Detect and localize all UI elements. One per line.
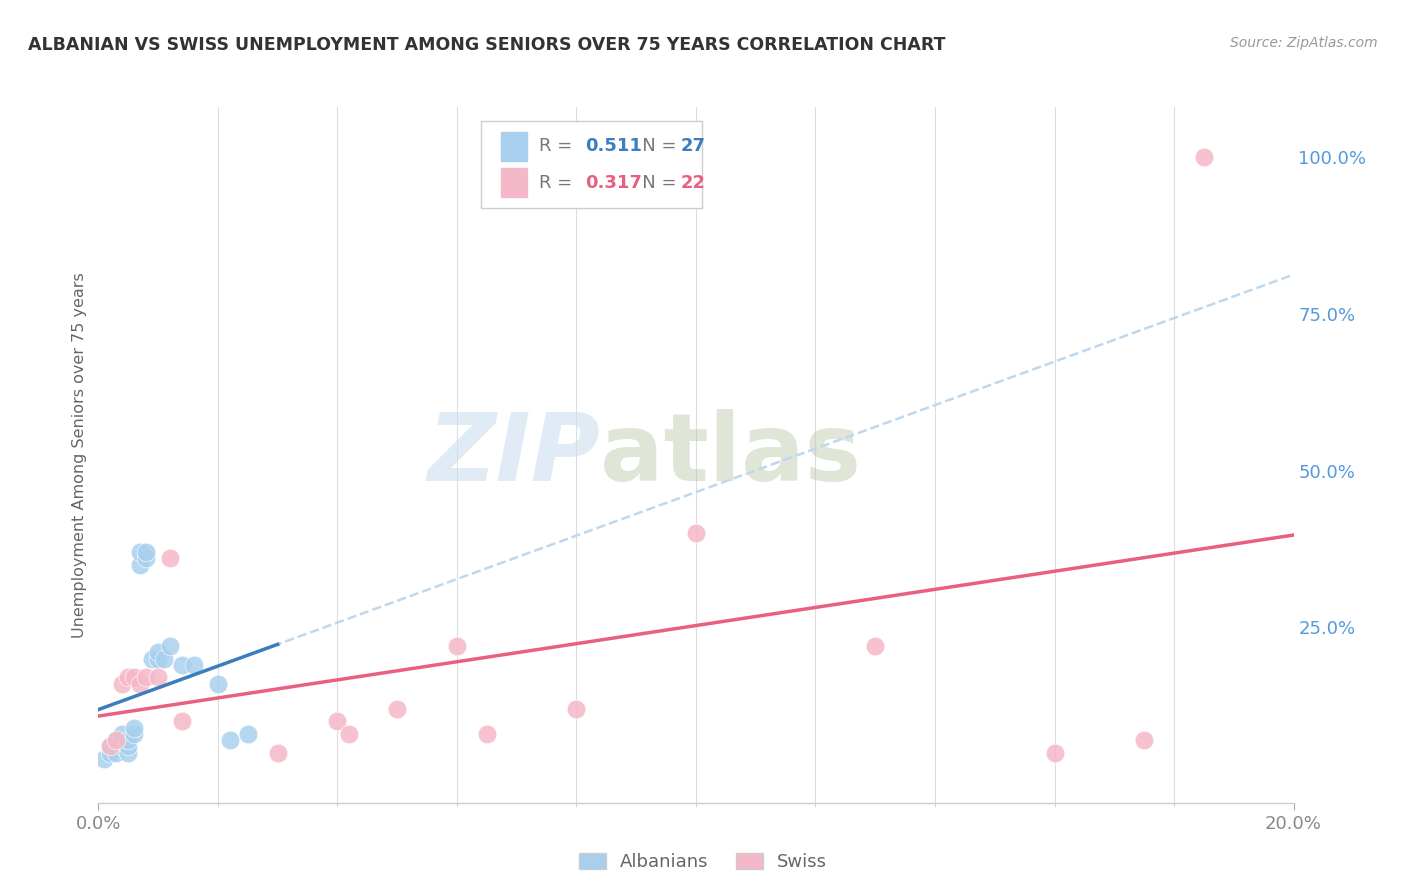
- Point: [148, 645, 170, 659]
- Point: [135, 545, 157, 559]
- Point: [219, 733, 242, 747]
- Text: atlas: atlas: [600, 409, 862, 501]
- Point: [148, 651, 170, 665]
- Point: [475, 727, 498, 741]
- Text: Source: ZipAtlas.com: Source: ZipAtlas.com: [1230, 36, 1378, 50]
- Point: [117, 739, 139, 754]
- Point: [172, 714, 194, 729]
- Point: [385, 702, 409, 716]
- Text: ALBANIAN VS SWISS UNEMPLOYMENT AMONG SENIORS OVER 75 YEARS CORRELATION CHART: ALBANIAN VS SWISS UNEMPLOYMENT AMONG SEN…: [28, 36, 946, 54]
- Point: [111, 739, 134, 754]
- Point: [129, 558, 152, 572]
- Point: [159, 639, 181, 653]
- Point: [446, 639, 468, 653]
- Point: [117, 733, 139, 747]
- Point: [141, 651, 163, 665]
- Point: [153, 651, 176, 665]
- Point: [183, 657, 205, 672]
- Point: [1192, 150, 1215, 164]
- Point: [159, 551, 181, 566]
- Y-axis label: Unemployment Among Seniors over 75 years: Unemployment Among Seniors over 75 years: [72, 272, 87, 638]
- Text: 0.317: 0.317: [585, 174, 641, 192]
- Text: N =: N =: [626, 174, 683, 192]
- Point: [236, 727, 259, 741]
- Point: [111, 727, 134, 741]
- Point: [117, 670, 139, 684]
- Point: [124, 721, 146, 735]
- Point: [207, 676, 229, 690]
- Point: [111, 733, 134, 747]
- Point: [1133, 733, 1156, 747]
- Point: [326, 714, 349, 729]
- Point: [1043, 746, 1066, 760]
- Point: [98, 739, 122, 754]
- Text: R =: R =: [540, 174, 578, 192]
- Point: [685, 526, 707, 541]
- Text: ZIP: ZIP: [427, 409, 600, 501]
- Point: [135, 670, 157, 684]
- Text: R =: R =: [540, 137, 578, 155]
- Point: [98, 746, 122, 760]
- Point: [124, 670, 146, 684]
- Point: [129, 545, 152, 559]
- Point: [105, 733, 128, 747]
- Text: 22: 22: [681, 174, 706, 192]
- Text: N =: N =: [626, 137, 683, 155]
- Text: 27: 27: [681, 137, 706, 155]
- Legend: Albanians, Swiss: Albanians, Swiss: [571, 846, 835, 879]
- Point: [865, 639, 887, 653]
- FancyBboxPatch shape: [481, 121, 702, 208]
- Point: [339, 727, 361, 741]
- Text: 0.511: 0.511: [585, 137, 641, 155]
- FancyBboxPatch shape: [501, 168, 527, 197]
- Point: [117, 746, 139, 760]
- Point: [105, 733, 128, 747]
- Point: [105, 746, 128, 760]
- Point: [129, 676, 152, 690]
- FancyBboxPatch shape: [501, 132, 527, 161]
- Point: [267, 746, 290, 760]
- Point: [111, 676, 134, 690]
- Point: [148, 670, 170, 684]
- Point: [93, 752, 115, 766]
- Point: [135, 551, 157, 566]
- Point: [172, 657, 194, 672]
- Point: [98, 739, 122, 754]
- Point: [565, 702, 588, 716]
- Point: [124, 727, 146, 741]
